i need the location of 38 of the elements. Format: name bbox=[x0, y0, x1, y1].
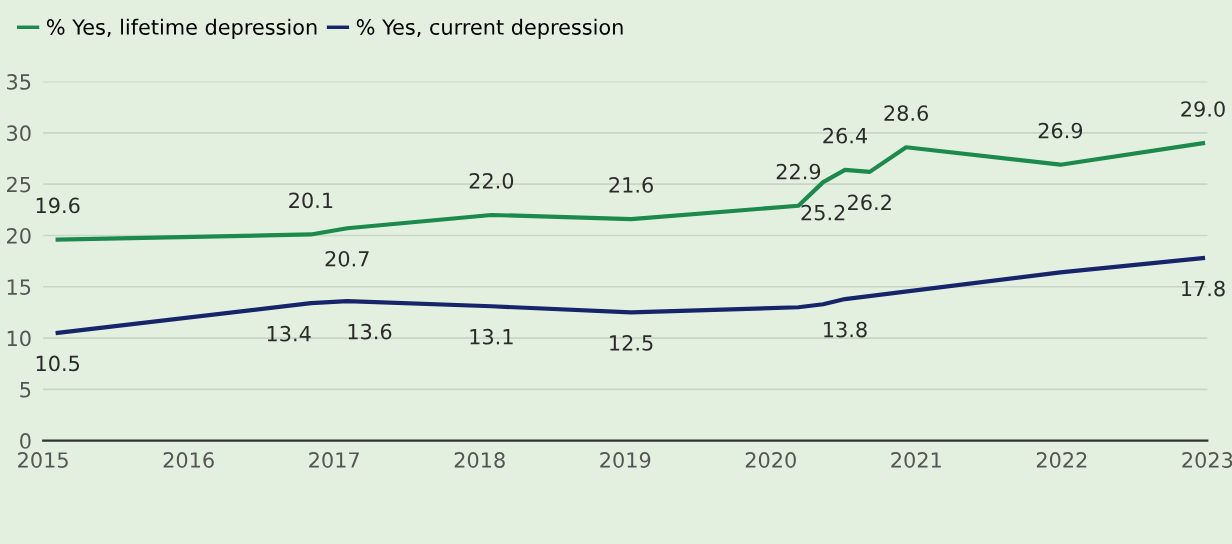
y-tick-label: 25 bbox=[7, 176, 31, 193]
data-label: 25.2 bbox=[801, 204, 845, 221]
x-tick-label: 2018 bbox=[454, 452, 505, 468]
y-tick-label: 10 bbox=[7, 330, 31, 347]
x-tick-label: 2023 bbox=[1182, 452, 1232, 468]
data-label: 13.8 bbox=[824, 321, 867, 338]
x-tick-label: 2016 bbox=[163, 452, 214, 468]
data-label: 22.0 bbox=[469, 172, 514, 189]
data-label: 22.9 bbox=[776, 163, 821, 180]
x-tick-label: 2021 bbox=[891, 452, 941, 468]
y-tick-label: 35 bbox=[7, 74, 31, 90]
data-label: 21.6 bbox=[609, 177, 653, 193]
x-tick-label: 2015 bbox=[18, 452, 68, 468]
data-label: 13.1 bbox=[470, 328, 513, 345]
data-label: 28.6 bbox=[884, 105, 928, 121]
data-label: 13.6 bbox=[348, 323, 392, 340]
data-label: 19.6 bbox=[36, 197, 80, 214]
y-tick-label: 0 bbox=[20, 433, 31, 449]
data-label: 20.1 bbox=[289, 192, 333, 209]
y-tick-label: 20 bbox=[7, 227, 31, 244]
data-label: 10.5 bbox=[36, 355, 80, 372]
y-tick-label: 30 bbox=[7, 125, 31, 142]
data-label: 12.5 bbox=[610, 335, 653, 351]
x-tick-label: 2017 bbox=[309, 452, 359, 468]
x-tick-label: 2022 bbox=[1036, 452, 1087, 468]
data-label: 29.0 bbox=[1181, 101, 1225, 117]
data-label: 26.9 bbox=[1038, 122, 1083, 139]
data-label: 17.8 bbox=[1182, 280, 1225, 297]
y-tick-label: 5 bbox=[20, 382, 31, 398]
legend-label: % Yes, current depression bbox=[356, 18, 623, 39]
legend-label: % Yes, lifetime depression bbox=[46, 18, 317, 39]
x-tick-label: 2020 bbox=[745, 452, 796, 468]
x-tick-label: 2019 bbox=[600, 452, 651, 468]
data-label: 20.7 bbox=[325, 250, 369, 267]
data-label: 26.4 bbox=[823, 127, 868, 144]
data-label: 26.2 bbox=[848, 194, 891, 211]
y-tick-label: 15 bbox=[7, 279, 31, 295]
data-label: 13.4 bbox=[267, 325, 311, 342]
